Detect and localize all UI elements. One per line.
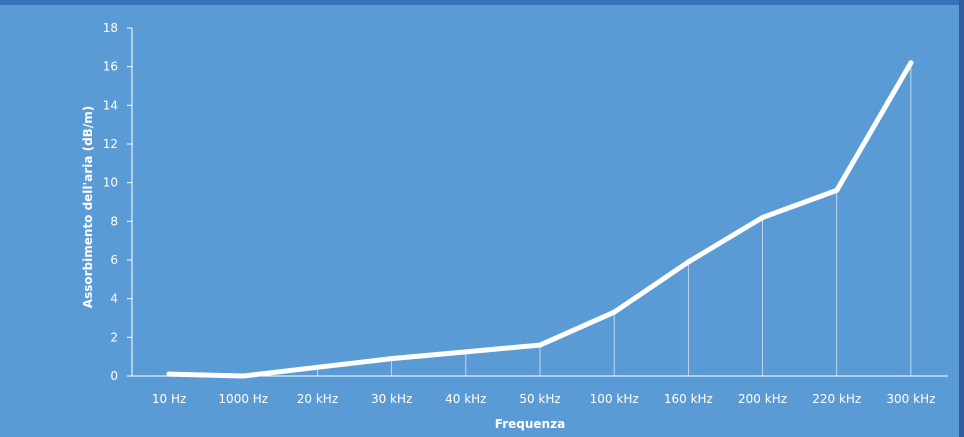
data-point — [908, 60, 914, 66]
data-point — [463, 349, 469, 355]
y-tick-label: 14 — [103, 98, 118, 112]
data-point — [166, 371, 172, 377]
y-tick-label: 0 — [110, 369, 118, 383]
top-border — [0, 0, 964, 5]
x-tick-label: 160 kHz — [664, 392, 713, 406]
chart-area: 0 2 4 6 8 10 12 14 16 18 10 Hz 1000 Hz 20 kHz 30 kHz… — [0, 5, 959, 437]
line-chart: 0 2 4 6 8 10 12 14 16 18 10 Hz 1000 Hz 20 kHz 30 kHz… — [81, 21, 948, 431]
data-point — [834, 187, 840, 193]
y-tick-label: 8 — [110, 214, 118, 228]
x-tick-label: 20 kHz — [297, 392, 338, 406]
x-tick-label: 40 kHz — [445, 392, 486, 406]
x-tick-label: 10 Hz — [152, 392, 186, 406]
y-tick-label: 10 — [103, 176, 118, 190]
x-tick-label: 30 kHz — [371, 392, 412, 406]
data-point — [537, 342, 543, 348]
data-point — [685, 259, 691, 265]
data-point — [611, 309, 617, 315]
data-point — [389, 356, 395, 362]
y-tick-label: 18 — [103, 21, 118, 35]
y-tick-label: 6 — [110, 253, 118, 267]
drop-lines — [168, 62, 912, 376]
x-tick-label: 100 kHz — [590, 392, 639, 406]
x-tick-label: 200 kHz — [738, 392, 787, 406]
x-tick-label: 220 kHz — [812, 392, 861, 406]
y-axis: 0 2 4 6 8 10 12 14 16 18 — [103, 21, 133, 383]
y-axis-title: Assorbimento dell'aria (dB/m) — [81, 106, 95, 308]
x-axis: 10 Hz 1000 Hz 20 kHz 30 kHz 40 kHz 50 kHz 100 … — [132, 375, 948, 406]
data-point — [240, 373, 246, 379]
x-axis-title: Frequenza — [495, 417, 565, 431]
right-border — [959, 0, 964, 437]
x-tick-label: 300 kHz — [886, 392, 935, 406]
y-tick-label: 4 — [110, 292, 118, 306]
x-tick-label: 1000 Hz — [218, 392, 268, 406]
series-line — [166, 60, 914, 379]
y-tick-label: 12 — [103, 137, 118, 151]
series-layer — [166, 60, 914, 379]
x-tick-label: 50 kHz — [519, 392, 560, 406]
y-tick-label: 16 — [103, 60, 118, 74]
data-point — [760, 214, 766, 220]
data-point — [314, 364, 320, 370]
y-tick-label: 2 — [110, 330, 118, 344]
